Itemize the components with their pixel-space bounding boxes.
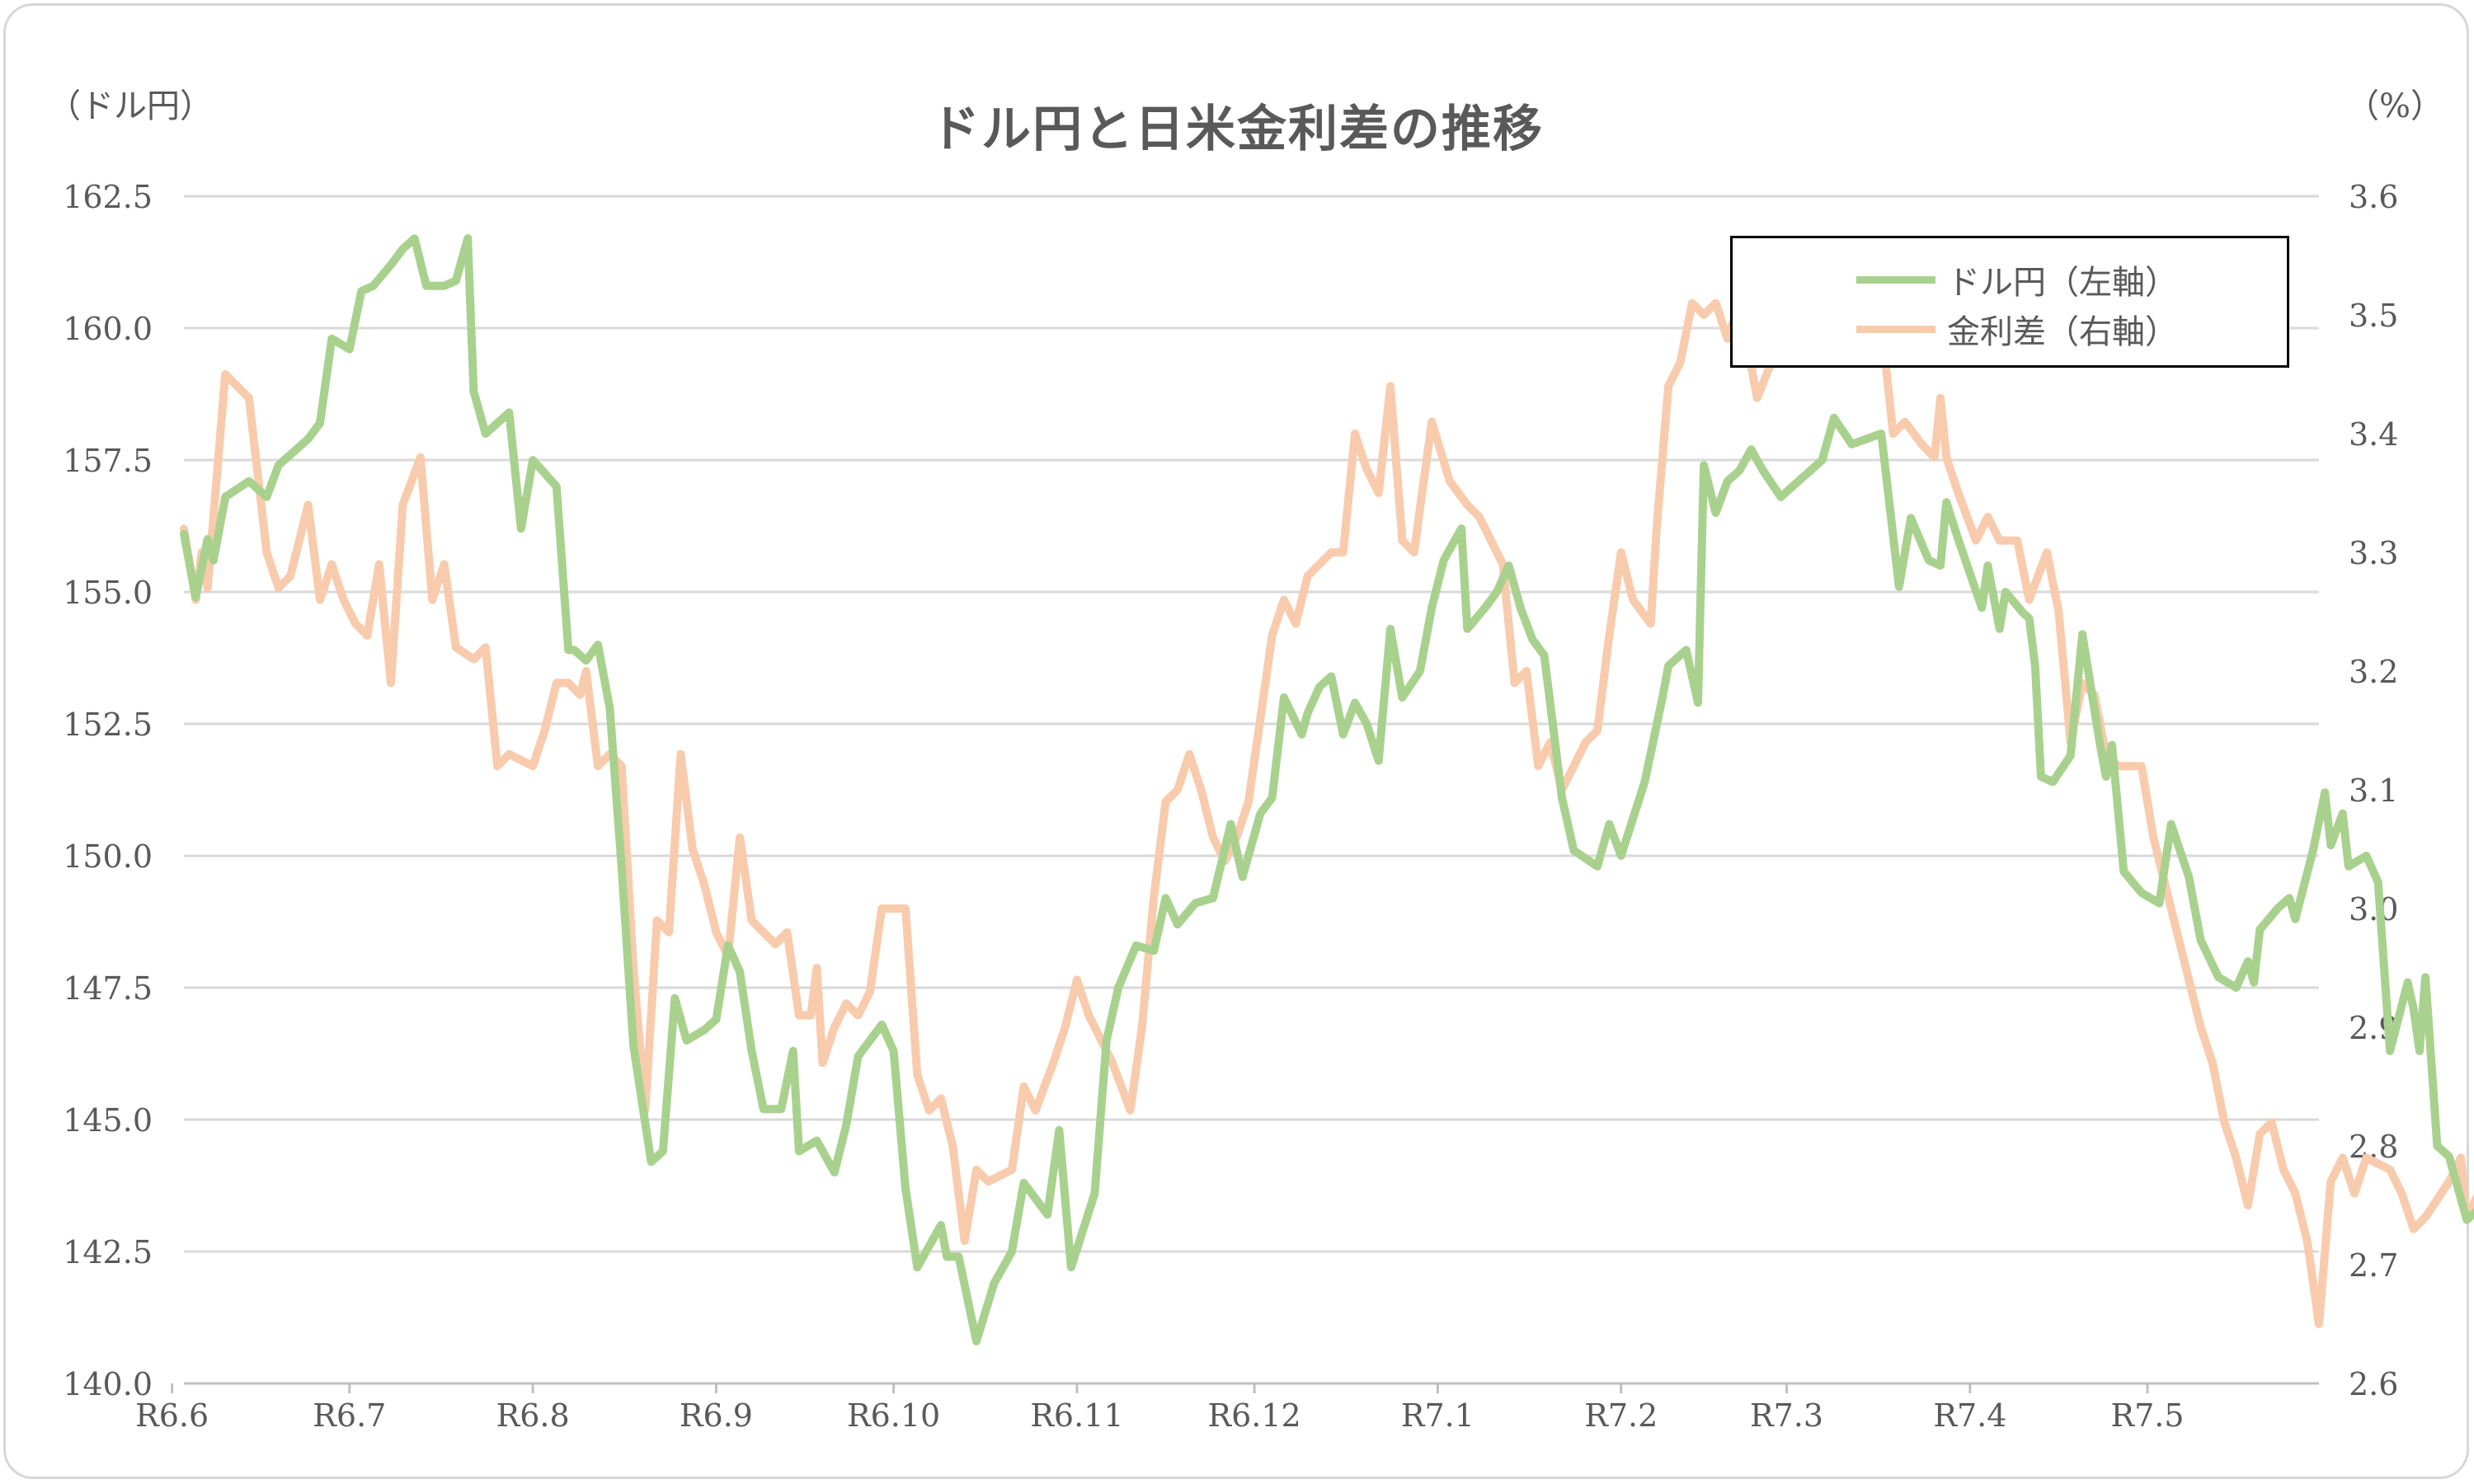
left-tick-label: 160.0 <box>63 311 153 347</box>
x-tick-label: R7.2 <box>1584 1397 1658 1434</box>
x-tick-label: R7.3 <box>1750 1397 1823 1434</box>
left-tick-label: 145.0 <box>63 1102 153 1139</box>
chart-title: ドル円と日米金利差の推移 <box>930 101 1544 158</box>
x-tick-label: R7.1 <box>1401 1397 1475 1434</box>
legend: ドル円（左軸） 金利差（右軸） <box>1730 236 2289 368</box>
legend-item-usdjpy: ドル円（左軸） <box>1856 255 2178 304</box>
left-tick-label: 150.0 <box>63 838 153 875</box>
x-tick-label: R6.10 <box>847 1397 940 1434</box>
legend-swatch-usdjpy <box>1856 275 1935 284</box>
legend-item-spread: 金利差（右軸） <box>1856 304 2178 354</box>
left-tick-label: 140.0 <box>63 1366 153 1402</box>
legend-label-spread: 金利差（右軸） <box>1947 313 2178 351</box>
left-tick-label: 157.5 <box>63 443 153 479</box>
right-tick-label: 3.6 <box>2349 179 2398 215</box>
right-axis-ticks: 2.62.72.82.93.03.13.23.33.43.53.6 <box>2349 179 2398 1402</box>
right-tick-label: 3.5 <box>2349 298 2398 334</box>
right-tick-label: 3.1 <box>2349 773 2398 809</box>
x-tick-label: R6.11 <box>1030 1397 1123 1434</box>
right-tick-label: 3.2 <box>2349 654 2398 690</box>
x-tick-label: R6.12 <box>1207 1397 1300 1434</box>
series-lines <box>180 234 2474 1345</box>
x-tick-label: R6.9 <box>680 1397 753 1434</box>
left-tick-label: 142.5 <box>63 1234 153 1270</box>
right-tick-label: 3.0 <box>2349 891 2398 928</box>
left-axis-unit: （ドル円） <box>48 87 213 125</box>
legend-label-usdjpy: ドル円（左軸） <box>1947 264 2178 302</box>
right-tick-label: 3.4 <box>2349 416 2398 453</box>
left-axis-ticks: 140.0 142.5 145.0 147.5 150.0 152.5 155.0 157.5… <box>63 179 153 1402</box>
x-axis: R6.6 R6.7 R6.8 R6.9 R6.10 R6.11 R6.12 R7.1 R7.2 R… <box>135 1382 2319 1434</box>
right-tick-label: 2.6 <box>2349 1366 2398 1402</box>
right-axis-unit: （%） <box>2346 87 2444 125</box>
left-tick-label: 147.5 <box>63 970 153 1007</box>
left-tick-label: 162.5 <box>63 179 153 215</box>
x-tick-label: R7.4 <box>1933 1397 2006 1434</box>
series-line-usdjpy <box>180 234 2474 1345</box>
left-tick-label: 152.5 <box>63 707 153 743</box>
x-tick-label: R7.5 <box>2110 1397 2184 1434</box>
right-tick-label: 3.3 <box>2349 535 2398 571</box>
x-tick-label: R6.6 <box>135 1397 209 1434</box>
x-tick-label: R6.7 <box>313 1397 386 1434</box>
legend-swatch-spread <box>1856 325 1935 333</box>
series-line-spread <box>180 239 2474 1328</box>
left-tick-label: 155.0 <box>63 575 153 611</box>
x-tick-label: R6.8 <box>496 1397 570 1434</box>
right-tick-label: 2.7 <box>2349 1247 2398 1284</box>
